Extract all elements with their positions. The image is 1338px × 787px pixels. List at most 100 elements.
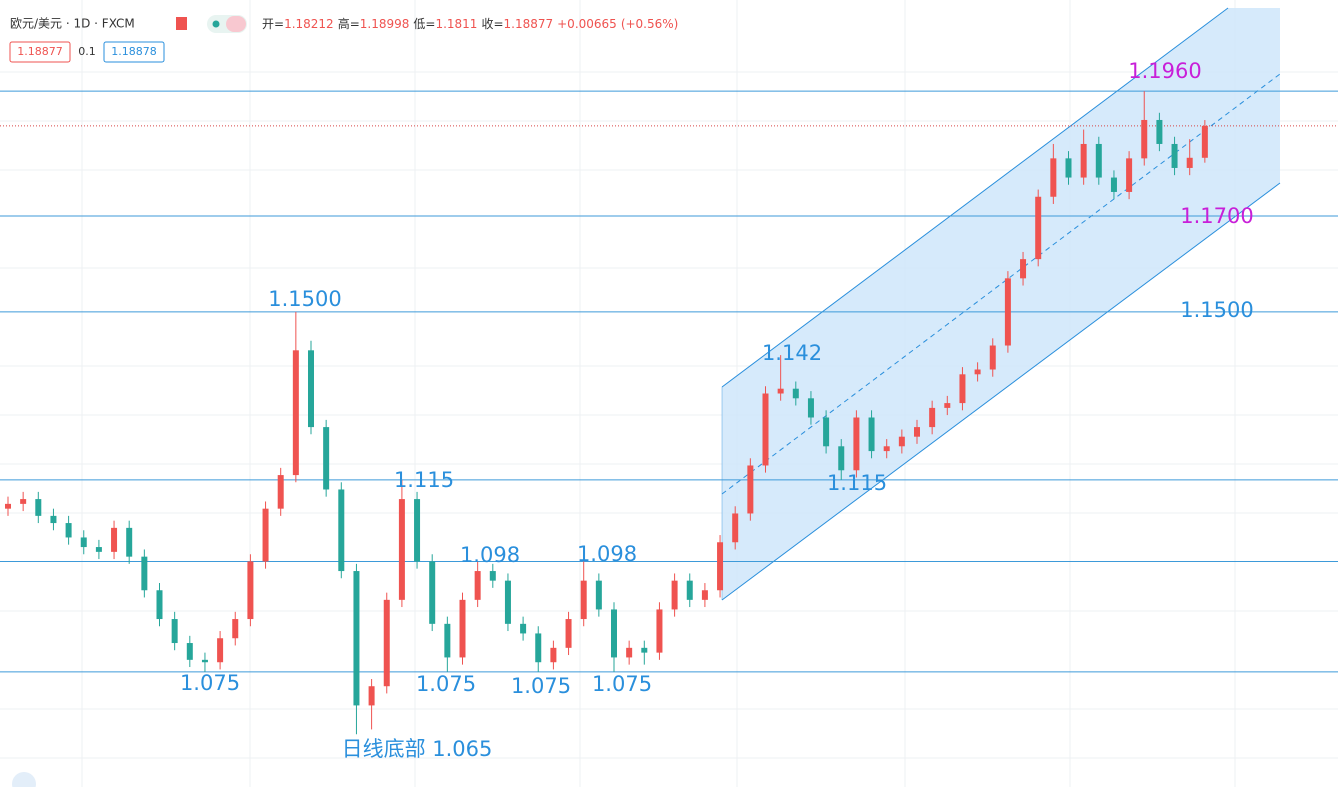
body [504, 580, 511, 624]
body [247, 561, 254, 620]
body [595, 580, 602, 610]
body [883, 446, 890, 452]
body [777, 388, 784, 394]
annotation: 1.1700 [1180, 204, 1253, 228]
toggle-dot [212, 20, 220, 28]
levels [0, 90, 1338, 673]
body [974, 369, 981, 375]
ohlc-part: 1.18998 [360, 17, 410, 31]
body [80, 537, 87, 548]
body [50, 515, 57, 524]
body [1035, 196, 1042, 260]
body [156, 590, 163, 620]
ohlc-part: 低= [413, 17, 435, 31]
body [807, 398, 814, 418]
spread: 0.1 [78, 45, 96, 58]
body [141, 556, 148, 591]
body [65, 523, 72, 538]
annotation: 1.098 [460, 543, 520, 567]
body [171, 619, 178, 644]
body [717, 542, 724, 591]
body [217, 638, 224, 663]
body [868, 417, 875, 452]
body [95, 547, 102, 552]
body [626, 647, 633, 658]
body [944, 403, 951, 408]
body [489, 571, 496, 581]
body [641, 647, 648, 653]
body [383, 599, 390, 687]
body [338, 489, 345, 572]
ohlc-part: 1.18877 [504, 17, 554, 31]
body [1004, 278, 1011, 346]
annotation: 1.115 [827, 471, 887, 495]
body [20, 499, 27, 504]
annotation: 1.075 [592, 672, 652, 696]
ohlc-part: 收= [481, 17, 503, 31]
body [1156, 119, 1163, 144]
body [1126, 158, 1133, 192]
body [762, 393, 769, 466]
body [1080, 143, 1087, 178]
ohlc-part: 1.1811 [435, 17, 477, 31]
body [1186, 157, 1193, 168]
candles [5, 91, 1208, 735]
body [535, 633, 542, 663]
ask-box[interactable] [103, 41, 165, 63]
body [368, 686, 375, 706]
body [520, 623, 527, 634]
header: 欧元/美元 · 1D · FXCM 开=1.18212 高=1.18998 低=1.… [9, 15, 679, 63]
body [444, 623, 451, 658]
body [989, 345, 996, 370]
body [1201, 125, 1208, 158]
body [323, 427, 330, 490]
annotation: 1.075 [416, 672, 476, 696]
body [353, 571, 360, 706]
annotation: 1.1960 [1128, 59, 1201, 83]
body [35, 499, 42, 516]
flag-icon [176, 17, 187, 30]
annotation: 1.115 [394, 468, 454, 492]
body [111, 527, 118, 552]
annotation: 1.142 [762, 341, 822, 365]
body [232, 619, 239, 639]
logo [12, 772, 36, 787]
body [201, 659, 208, 663]
body [792, 388, 799, 399]
body [262, 508, 269, 562]
body [686, 580, 693, 600]
body [732, 513, 739, 543]
body [1110, 177, 1117, 192]
body [1171, 143, 1178, 168]
body [414, 499, 421, 562]
annotation: 1.1500 [268, 287, 341, 311]
annotations: 1.1500 1.075 日线底部 1.065 1.115 1.098 1.098 1.07… [180, 59, 1254, 761]
channel-fill [722, 8, 1280, 600]
body [853, 417, 860, 471]
body [1065, 158, 1072, 178]
body [823, 417, 830, 447]
body [671, 580, 678, 610]
symbol: 欧元/美元 · 1D · FXCM [10, 17, 135, 31]
annotation: 1.075 [180, 671, 240, 695]
body [550, 647, 557, 663]
annotation: 1.098 [577, 542, 637, 566]
body [656, 609, 663, 653]
annotation: 日线底部 1.065 [342, 737, 493, 761]
body [959, 374, 966, 404]
body [126, 527, 133, 557]
bid-box[interactable] [9, 41, 71, 63]
ohlc-part: +0.00665 [557, 17, 617, 31]
body [898, 436, 905, 447]
ask: 1.18878 [111, 45, 157, 58]
body [398, 499, 405, 600]
body [1020, 259, 1027, 279]
body [1050, 158, 1057, 197]
body [565, 619, 572, 648]
body [5, 503, 11, 509]
ohlc-part: 开= [262, 17, 284, 31]
body [747, 465, 754, 514]
body [1141, 119, 1148, 159]
body [1095, 143, 1102, 178]
ohlc-part: (+0.56%) [621, 17, 679, 31]
